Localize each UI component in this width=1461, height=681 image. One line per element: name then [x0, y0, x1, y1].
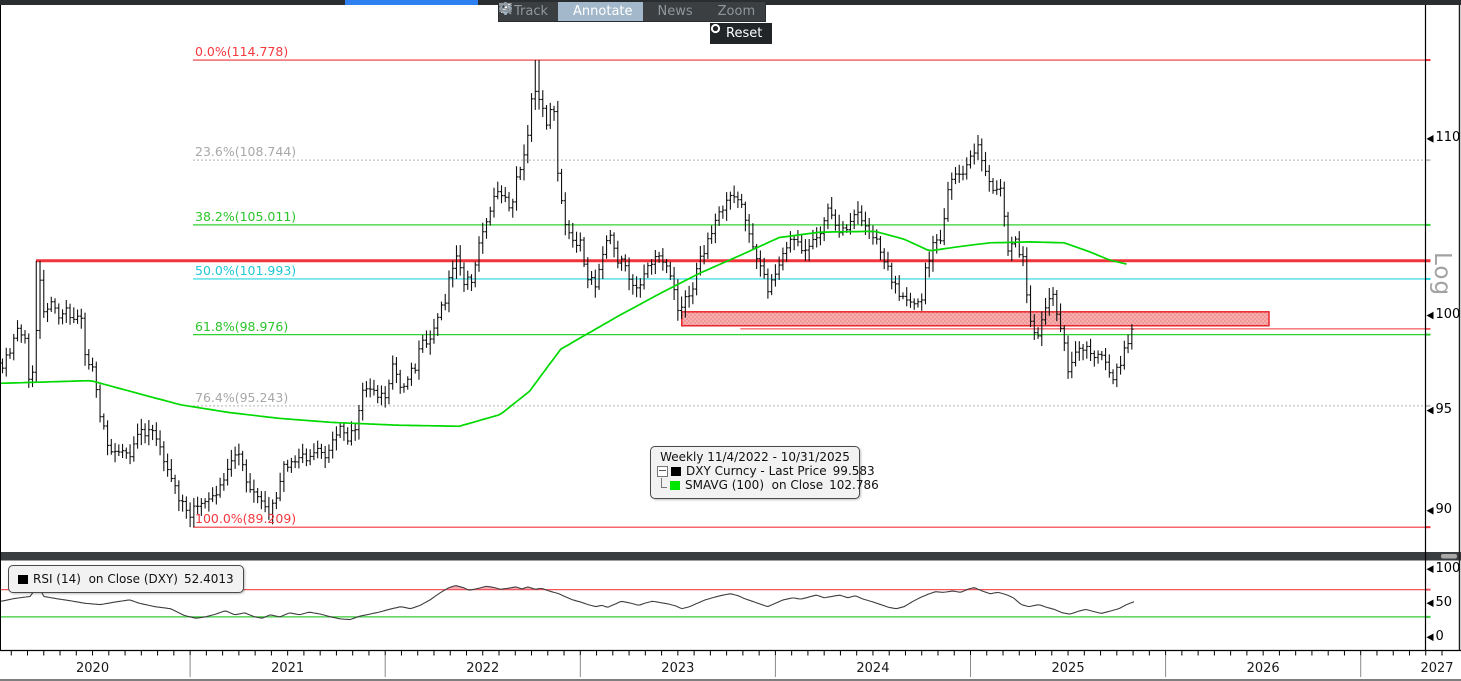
panel-divider[interactable] [0, 552, 1461, 561]
user-annotations[interactable] [35, 259, 1431, 330]
reset-button[interactable]: Reset [710, 23, 773, 44]
annotation-supply-zone[interactable] [681, 311, 1270, 327]
x-axis[interactable] [10, 650, 1443, 678]
axis-tick-arrow [1426, 633, 1434, 642]
reset-label: Reset [726, 26, 763, 41]
year-label-2022: 2022 [466, 661, 500, 676]
axis-tick-arrow [1426, 507, 1434, 515]
chart-toolbar: Track Annotate News Zoom [498, 1, 767, 22]
axis-tick-arrow [1426, 565, 1434, 573]
price-series-bars [0, 60, 1134, 528]
toolbar-button-label: Track [514, 4, 549, 19]
fib-label-23.6[interactable]: 23.6%(108.744) [195, 144, 297, 160]
fib-retracement-lines[interactable] [193, 59, 1431, 529]
sma-100-line [0, 230, 1127, 428]
price-series-label: DXY Curncy - Last Price [686, 464, 827, 478]
year-label-2025: 2025 [1051, 661, 1085, 676]
toolbar-button-label: Zoom [717, 4, 756, 19]
sma-series-value: 102.786 [829, 478, 879, 492]
price-axis-label-95[interactable]: 95 [1435, 402, 1453, 418]
rsi-axis-label-100[interactable]: 100 [1435, 560, 1461, 576]
divider-scroll-handle[interactable] [1441, 554, 1457, 559]
year-label-2023: 2023 [661, 661, 695, 676]
year-label-2027: 2027 [1420, 661, 1454, 676]
sma-series-label: SMAVG (100) on Close [685, 478, 824, 492]
rsi-series-value: 52.4013 [184, 572, 234, 586]
main-chart-legend[interactable]: Weekly 11/4/2022 - 10/31/2025 DXY Curncy… [650, 446, 879, 499]
legend-tree-elbow [661, 478, 667, 488]
price-series-value: 99.583 [832, 464, 875, 478]
rsi-line [0, 584, 1135, 621]
axis-tick-arrow [1426, 135, 1434, 143]
year-label-2021: 2021 [271, 661, 305, 676]
fib-label-38.2[interactable]: 38.2%(105.011) [195, 208, 297, 224]
price-axis-label-90[interactable]: 90 [1435, 502, 1453, 518]
axis-tick-arrow [1426, 311, 1434, 320]
rsi-axis-label-0[interactable]: 0 [1435, 628, 1444, 644]
top-strip-blue-accent [345, 0, 478, 5]
rsi-legend[interactable]: RSI (14) on Close (DXY) 52.4013 [8, 565, 244, 593]
axis-tick-arrow [1426, 599, 1434, 608]
axis-tick-arrow [1426, 406, 1434, 415]
rsi-series-label: RSI (14) on Close (DXY) [33, 572, 178, 586]
year-label-2026: 2026 [1246, 661, 1280, 676]
toolbar-button-label: News [657, 4, 693, 19]
rsi-axis-label-50[interactable]: 50 [1435, 594, 1453, 610]
year-label-2024: 2024 [856, 661, 890, 676]
sma-series-swatch [670, 480, 680, 490]
toolbar-button-zoom[interactable]: Zoom [499, 2, 765, 21]
y-axis-scale-label[interactable]: Log [1429, 252, 1455, 297]
price-axis-label-100[interactable]: 100 [1435, 307, 1461, 323]
price-axis-label-110[interactable]: 110 [1435, 130, 1461, 146]
fib-label-0.0[interactable]: 0.0%(114.778) [195, 44, 289, 60]
rsi-series-swatch [18, 574, 28, 584]
year-label-2020: 2020 [76, 661, 110, 676]
fib-label-50.0[interactable]: 50.0%(101.993) [195, 262, 297, 278]
toolbar-button-label: Annotate [573, 4, 633, 19]
fib-label-61.8[interactable]: 61.8%(98.976) [195, 318, 289, 334]
price-series-swatch [671, 466, 681, 476]
fib-label-76.4[interactable]: 76.4%(95.243) [195, 389, 289, 405]
legend-period: Weekly 11/4/2022 - 10/31/2025 [660, 450, 850, 464]
fib-label-100.0[interactable]: 100.0%(89.209) [195, 511, 297, 527]
legend-collapse-icon[interactable] [657, 465, 668, 477]
